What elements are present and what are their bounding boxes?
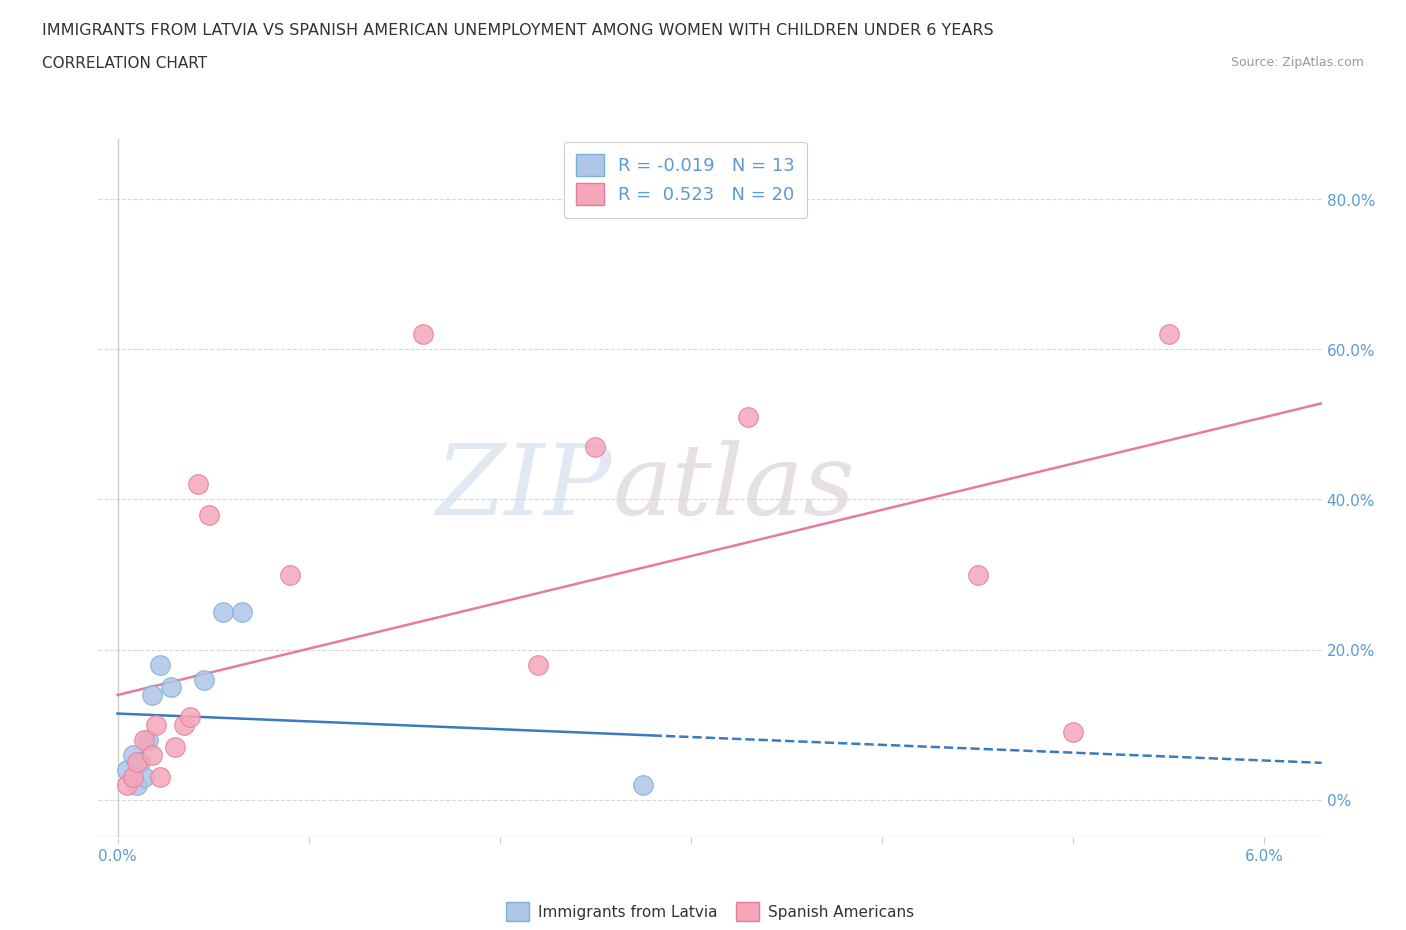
Point [141,747,163,762]
Point [527,658,550,672]
Point [121,747,143,762]
Point [737,409,759,424]
Point [583,440,606,455]
Point [231,604,253,619]
Text: CORRELATION CHART: CORRELATION CHART [42,56,207,71]
Point [125,754,148,769]
Point [125,777,148,792]
Point [1062,724,1084,739]
Point [129,754,152,769]
Point [115,777,138,792]
Point [211,604,233,619]
Point [412,327,434,342]
Point [179,710,201,724]
Point [149,769,172,784]
Point [1157,327,1180,342]
Point [134,769,156,784]
Point [278,567,301,582]
Point [173,717,195,732]
Point [631,777,654,792]
Text: atlas: atlas [612,441,855,536]
Point [145,717,167,732]
Text: IMMIGRANTS FROM LATVIA VS SPANISH AMERICAN UNEMPLOYMENT AMONG WOMEN WITH CHILDRE: IMMIGRANTS FROM LATVIA VS SPANISH AMERIC… [42,23,994,38]
Legend: Immigrants from Latvia, Spanish Americans: Immigrants from Latvia, Spanish American… [501,897,920,927]
Point [163,739,186,754]
Point [141,687,163,702]
Point [121,769,143,784]
Point [187,477,209,492]
Point [160,680,183,695]
Point [136,732,159,747]
Point [115,762,138,777]
Point [198,507,221,522]
Point [149,658,172,672]
Point [966,567,988,582]
Point [134,732,156,747]
Text: Source: ZipAtlas.com: Source: ZipAtlas.com [1230,56,1364,69]
Text: ZIP: ZIP [436,441,612,536]
Point [193,672,215,687]
